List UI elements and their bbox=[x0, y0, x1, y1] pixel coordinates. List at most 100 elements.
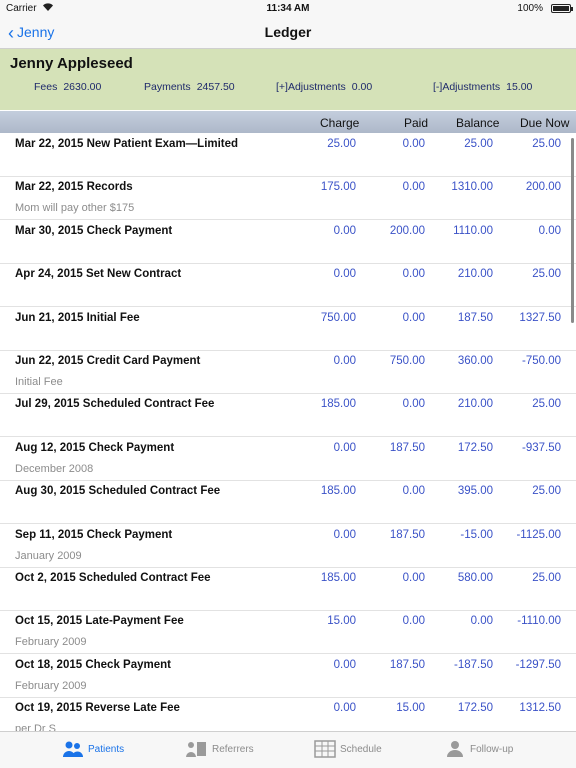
ledger-row-charge: 0.00 bbox=[333, 224, 356, 237]
ledger-row-paid: 0.00 bbox=[402, 268, 425, 281]
ledger-row[interactable]: Jun 22, 2015 Credit Card Payment Initial … bbox=[0, 350, 576, 394]
ledger-row-paid: 187.50 bbox=[389, 441, 425, 454]
ledger-row-description: Oct 19, 2015 Reverse Late Fee bbox=[15, 702, 180, 715]
ledger-row-paid: 0.00 bbox=[402, 138, 425, 150]
back-button[interactable]: ‹ Jenny bbox=[8, 23, 54, 44]
scrollbar[interactable] bbox=[571, 138, 574, 323]
ledger-row-charge: 25.00 bbox=[327, 138, 356, 150]
battery-icon bbox=[551, 4, 573, 13]
ledger-row-due: -1297.50 bbox=[515, 658, 561, 671]
ledger-row-note: January 2009 bbox=[15, 549, 82, 562]
ledger-row-charge: 15.00 bbox=[327, 615, 356, 628]
ledger-row-description: Apr 24, 2015 Set New Contract bbox=[15, 268, 182, 281]
ledger-row-due: -937.50 bbox=[521, 441, 561, 454]
tab-bar: Patients Referrers Schedule Follow-up bbox=[0, 731, 576, 768]
ledger-row-balance: 210.00 bbox=[457, 268, 493, 281]
balance-header: Balance bbox=[456, 116, 500, 130]
ledger-row-description: Sep 11, 2015 Check Payment bbox=[15, 528, 173, 541]
ledger-row-note: Initial Fee bbox=[15, 376, 63, 388]
ledger-row-description: Oct 2, 2015 Scheduled Contract Fee bbox=[15, 572, 211, 584]
ledger-row[interactable]: Mar 30, 2015 Check Payment 0.00 200.00 1110… bbox=[0, 220, 576, 264]
ledger-row-description: Aug 30, 2015 Scheduled Contract Fee bbox=[15, 485, 221, 498]
ledger-row-paid: 0.00 bbox=[402, 311, 425, 324]
ledger-row-paid: 750.00 bbox=[389, 355, 425, 367]
ledger-row[interactable]: Mar 22, 2015 New Patient Exam—Limited 25.… bbox=[0, 133, 576, 177]
ledger-row-description: Oct 18, 2015 Check Payment bbox=[15, 658, 171, 671]
ledger-row-due: 1327.50 bbox=[519, 311, 561, 324]
column-header: Charge Paid Balance Due Now bbox=[0, 111, 576, 133]
ledger-row[interactable]: Mar 22, 2015 Records Mom will pay other $… bbox=[0, 176, 576, 221]
ledger-row-due: 0.00 bbox=[538, 224, 561, 237]
ledger-row-due: 25.00 bbox=[532, 572, 561, 584]
ledger-row-note: Mom will pay other $175 bbox=[15, 202, 135, 215]
fees-value: 2630.00 bbox=[63, 81, 102, 93]
paid-header: Paid bbox=[404, 116, 429, 130]
ledger-row[interactable]: Aug 30, 2015 Scheduled Contract Fee 185.0… bbox=[0, 480, 576, 525]
ledger-row-paid: 187.50 bbox=[389, 528, 425, 541]
ledger-row-note: February 2009 bbox=[15, 636, 87, 649]
ledger-list[interactable]: Mar 22, 2015 New Patient Exam—Limited 25.… bbox=[0, 133, 576, 731]
ledger-row-balance: 172.50 bbox=[457, 702, 493, 715]
tab-patients-label: Patients bbox=[88, 744, 125, 755]
ledger-row-paid: 0.00 bbox=[402, 485, 425, 498]
ledger-row-due: 200.00 bbox=[525, 181, 561, 194]
ledger-row-charge: 0.00 bbox=[333, 355, 356, 367]
ledger-row-balance: 172.50 bbox=[457, 441, 493, 454]
ledger-row-charge: 0.00 bbox=[333, 658, 356, 671]
ledger-row-balance: -187.50 bbox=[453, 658, 493, 671]
ledger-row[interactable]: Sep 11, 2015 Check Payment January 2009 0.… bbox=[0, 524, 576, 568]
ledger-row-description: Mar 30, 2015 Check Payment bbox=[15, 224, 173, 237]
ledger-row[interactable]: Jun 21, 2015 Initial Fee 750.00 0.00 187.50… bbox=[0, 307, 576, 351]
ledger-row-note: per Dr S bbox=[15, 723, 56, 731]
status-time: 11:34 AM bbox=[266, 3, 310, 14]
due-now-header: Due Now bbox=[520, 116, 570, 130]
ledger-row-balance: 1310.00 bbox=[451, 181, 493, 194]
tab-follow-up-label: Follow-up bbox=[470, 744, 514, 755]
ledger-row-balance: -15.00 bbox=[460, 528, 493, 541]
page-title: Ledger bbox=[264, 24, 312, 40]
charge-header: Charge bbox=[320, 116, 360, 130]
ledger-row-due: -750.00 bbox=[521, 355, 561, 367]
ledger-row[interactable]: Oct 19, 2015 Reverse Late Fee per Dr S 0.0… bbox=[0, 697, 576, 731]
chevron-left-icon: ‹ bbox=[8, 23, 14, 43]
patient-summary: Jenny Appleseed Fees 2630.00 Payments 2457… bbox=[0, 49, 576, 110]
plus-adjustments-stat: [+]Adjustments 0.00 bbox=[276, 81, 372, 93]
ledger-row-paid: 15.00 bbox=[396, 702, 425, 715]
ledger-row[interactable]: Apr 24, 2015 Set New Contract 0.00 0.00 210… bbox=[0, 263, 576, 308]
ledger-row-balance: 0.00 bbox=[470, 615, 493, 628]
ledger-row-paid: 0.00 bbox=[402, 181, 425, 194]
ledger-row[interactable]: Oct 2, 2015 Scheduled Contract Fee 185.00… bbox=[0, 567, 576, 611]
ledger-row-description: Oct 15, 2015 Late-Payment Fee bbox=[15, 615, 184, 628]
ledger-row-balance: 187.50 bbox=[457, 311, 493, 324]
ledger-row-charge: 0.00 bbox=[333, 702, 356, 715]
ledger-row[interactable]: Aug 12, 2015 Check Payment December 2008 0… bbox=[0, 437, 576, 481]
ledger-row[interactable]: Oct 18, 2015 Check Payment February 2009 0… bbox=[0, 654, 576, 698]
patients-icon bbox=[63, 741, 83, 757]
patient-name: Jenny Appleseed bbox=[10, 55, 133, 72]
ledger-row-description: Mar 22, 2015 New Patient Exam—Limited bbox=[15, 138, 239, 150]
ledger-row-charge: 750.00 bbox=[320, 311, 356, 324]
ledger-row-description: Mar 22, 2015 Records bbox=[15, 181, 133, 194]
schedule-icon bbox=[314, 740, 336, 758]
tab-referrers-label: Referrers bbox=[212, 744, 254, 755]
ledger-row-paid: 0.00 bbox=[402, 398, 425, 411]
plus-adjustments-value: 0.00 bbox=[351, 81, 373, 93]
minus-adjustments-value: 15.00 bbox=[506, 81, 533, 93]
carrier-label: Carrier bbox=[6, 3, 37, 14]
ledger-row-charge: 185.00 bbox=[320, 398, 356, 411]
ledger-row-paid: 200.00 bbox=[389, 224, 425, 237]
ledger-row-balance: 360.00 bbox=[457, 355, 493, 367]
minus-adjustments-label: [-]Adjustments bbox=[433, 81, 501, 93]
follow-up-icon bbox=[447, 741, 463, 757]
ledger-row-charge: 0.00 bbox=[333, 528, 356, 541]
ledger-row[interactable]: Jul 29, 2015 Scheduled Contract Fee 185.0… bbox=[0, 393, 576, 438]
ledger-row-balance: 1110.00 bbox=[453, 224, 493, 237]
ledger-row-balance: 25.00 bbox=[464, 138, 493, 150]
ledger-row[interactable]: Oct 15, 2015 Late-Payment Fee February 20… bbox=[0, 610, 576, 655]
plus-adjustments-label: [+]Adjustments bbox=[276, 81, 346, 93]
ledger-row-due: 25.00 bbox=[532, 268, 561, 281]
ledger-row-charge: 0.00 bbox=[333, 441, 356, 454]
ledger-row-charge: 0.00 bbox=[333, 268, 356, 281]
payments-stat: Payments 2457.50 bbox=[144, 81, 235, 93]
referrers-icon bbox=[186, 742, 206, 757]
